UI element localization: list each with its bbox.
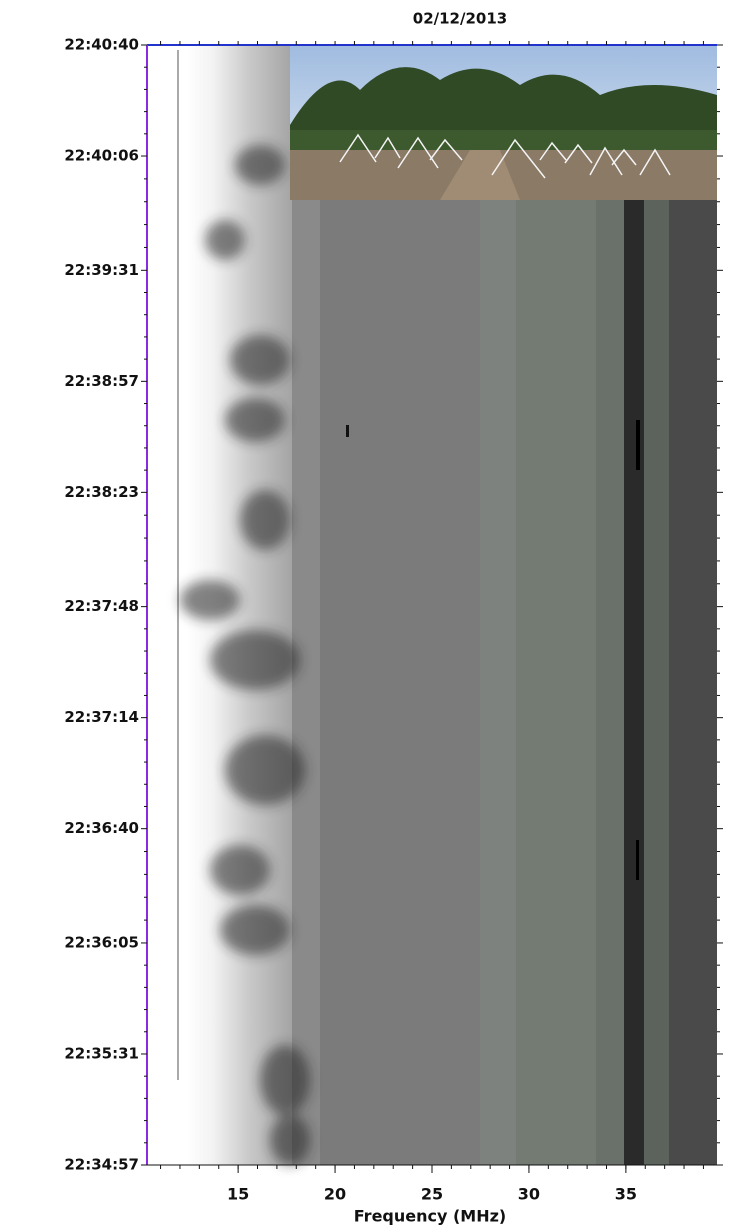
- y-tick-label: 22:40:06: [64, 147, 139, 165]
- y-tick-label: 22:36:40: [64, 819, 139, 837]
- y-tick-label: 22:38:57: [64, 372, 139, 390]
- y-tick-label: 22:35:31: [64, 1044, 139, 1062]
- photo-inset: [290, 45, 717, 200]
- y-tick-label: 22:37:48: [64, 597, 139, 615]
- y-tick-label: 22:36:05: [64, 933, 139, 951]
- x-tick-label: 20: [324, 1185, 346, 1204]
- y-tick-label: 22:34:57: [64, 1156, 139, 1174]
- spectrogram-image: [147, 45, 717, 1165]
- y-tick-label: 22:39:31: [64, 261, 139, 279]
- x-tick-label: 30: [518, 1185, 540, 1204]
- x-tick-label: 25: [421, 1185, 443, 1204]
- y-tick-label: 22:37:14: [64, 708, 139, 726]
- x-tick-label: 15: [227, 1185, 249, 1204]
- y-tick-label: 22:40:40: [64, 36, 139, 54]
- x-axis-label: Frequency (MHz): [354, 1207, 506, 1226]
- chart-title: 02/12/2013: [413, 10, 507, 28]
- x-tick-label: 35: [615, 1185, 637, 1204]
- y-tick-label: 22:38:23: [64, 483, 139, 501]
